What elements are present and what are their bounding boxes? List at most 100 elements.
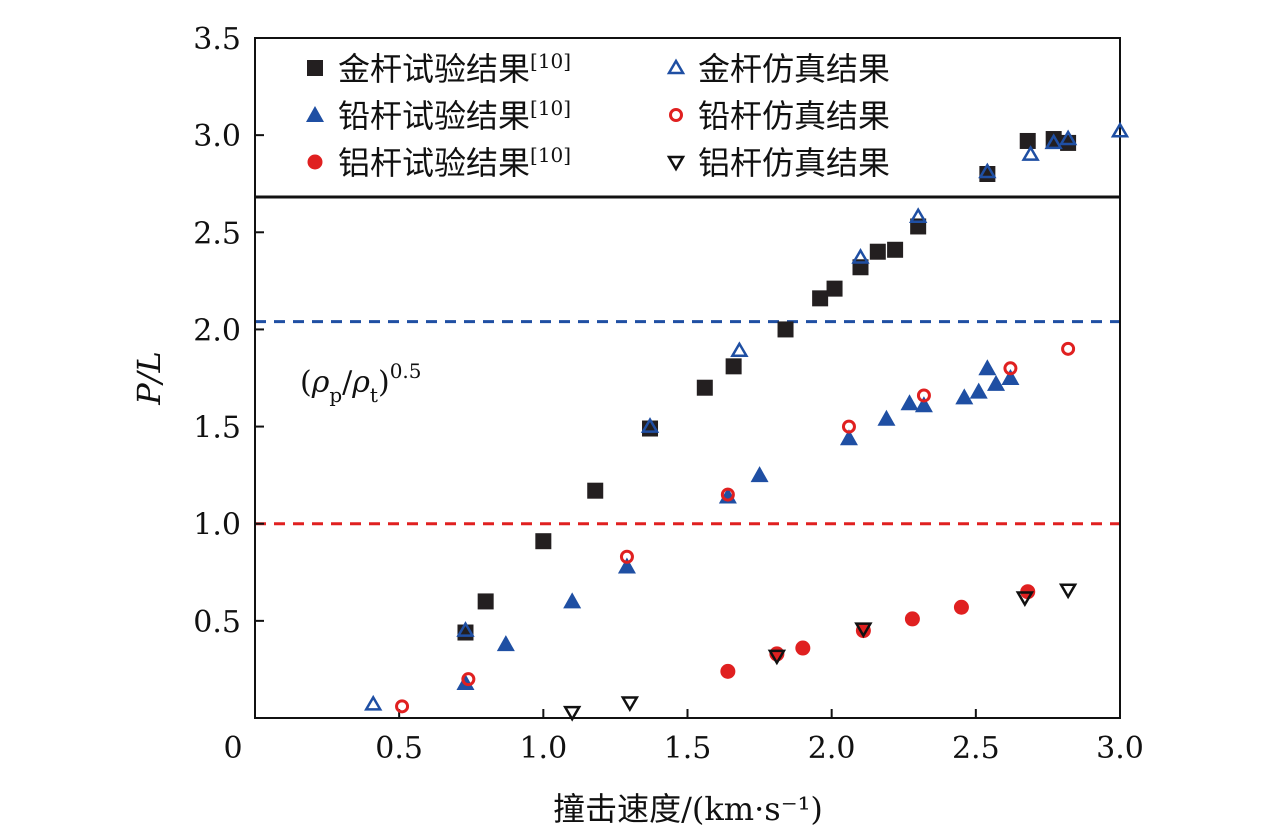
x-tick-label: 3.0: [1096, 731, 1144, 766]
legend-item-4: 铅杆仿真结果: [669, 97, 890, 135]
x-tick-label: 2.5: [952, 731, 1000, 766]
data-point: [562, 705, 582, 722]
y-tick-label: 0.5: [193, 605, 241, 640]
data-point: [720, 487, 735, 502]
legend-label: 铅杆仿真结果: [698, 97, 890, 135]
y-tick-label: 2.5: [193, 216, 241, 251]
x-tick-label: 1.5: [664, 731, 712, 766]
y-tick-label: 3.0: [193, 119, 241, 154]
y-tick-label: 1.5: [193, 411, 241, 446]
y-tick-label: 1.0: [193, 508, 241, 543]
data-point: [696, 379, 713, 396]
legend-item-3: 金杆仿真结果: [666, 50, 890, 88]
data-point: [477, 593, 494, 610]
reference-lines: [255, 320, 1120, 526]
annotation-density-ratio: (ρp/ρt)0.5: [300, 359, 422, 407]
data-point: [914, 396, 933, 413]
data-point: [987, 374, 1006, 391]
data-point: [456, 621, 475, 637]
legend: 金杆试验结果[10] 铅杆试验结果[10] 铝杆试验结果[10] 金杆仿真结果铅杆仿真…: [306, 49, 890, 182]
legend-label: 铅杆试验结果[10]: [338, 96, 571, 135]
data-point: [395, 699, 410, 714]
series-0: [457, 131, 1077, 641]
data-point: [587, 482, 604, 499]
data-point: [364, 694, 383, 711]
data-point: [1058, 129, 1078, 146]
data-point: [904, 611, 920, 627]
series-2: [720, 584, 1036, 679]
data-point: [1110, 121, 1130, 138]
legend-item-2: 铝杆试验结果[10]: [307, 143, 571, 182]
data-point: [955, 388, 974, 405]
data-point: [908, 207, 928, 223]
legend-marker: [669, 108, 683, 122]
data-point: [750, 466, 769, 483]
data-point: [953, 599, 969, 615]
data-point: [619, 549, 634, 564]
series-1: [456, 359, 1020, 691]
data-points: [364, 121, 1130, 722]
y-tick-label: 2.0: [193, 313, 241, 348]
legend-item-0: 金杆试验结果[10]: [307, 49, 571, 88]
data-point: [826, 280, 843, 297]
legend-item-5: 铝杆仿真结果: [666, 144, 890, 182]
data-point: [1015, 591, 1035, 608]
data-point: [767, 649, 787, 666]
legend-label: 金杆试验结果[10]: [338, 49, 571, 88]
data-point: [535, 533, 552, 550]
data-point: [563, 592, 582, 609]
x-tick-label: 0.5: [375, 731, 423, 766]
data-point: [877, 409, 896, 426]
x-tick-label: 0: [223, 731, 242, 766]
axis-ticks: 0 0.5 1.0 1.5 2.0 2.5 3.0 0.5 1.0 1.5 2.0 2.5 3.0 3.5: [193, 22, 1144, 766]
legend-marker: [666, 155, 686, 172]
data-point: [869, 243, 886, 260]
data-point: [720, 663, 736, 679]
data-point: [456, 674, 475, 691]
data-point: [1021, 145, 1040, 161]
y-axis-title: P/L: [130, 351, 168, 406]
legend-marker: [306, 106, 324, 122]
data-point: [841, 419, 856, 434]
legend-item-1: 铅杆试验结果[10]: [306, 96, 571, 135]
legend-marker: [307, 60, 323, 76]
x-tick-label: 1.0: [519, 731, 567, 766]
legend-label: 铝杆试验结果[10]: [338, 143, 571, 182]
data-point: [730, 341, 749, 358]
data-point: [978, 162, 997, 179]
data-point: [725, 358, 742, 375]
data-point: [1019, 132, 1036, 149]
data-point: [496, 635, 515, 652]
data-point: [620, 696, 640, 712]
series-5: [562, 583, 1078, 722]
y-tick-label: 3.5: [193, 22, 241, 57]
legend-marker: [666, 58, 686, 75]
series-3: [364, 121, 1130, 711]
data-point: [1003, 361, 1018, 376]
data-point: [812, 290, 829, 307]
data-point: [1061, 341, 1076, 356]
data-point: [617, 557, 636, 574]
data-point: [461, 672, 476, 687]
data-point: [851, 248, 870, 264]
series-4: [395, 341, 1076, 714]
data-point: [795, 640, 811, 656]
data-point: [1001, 369, 1020, 385]
data-point: [1044, 133, 1063, 150]
data-point: [640, 417, 660, 433]
legend-label: 铝杆仿真结果: [698, 144, 890, 182]
x-axis-title: 撞击速度/(km·s⁻¹): [553, 790, 823, 828]
data-point: [969, 382, 988, 399]
data-point: [900, 394, 919, 411]
data-point: [854, 622, 873, 639]
legend-marker: [307, 154, 323, 170]
data-point: [839, 429, 858, 446]
data-point: [1058, 583, 1078, 600]
data-point: [916, 388, 931, 403]
legend-label: 金杆仿真结果: [698, 50, 890, 88]
data-point: [887, 241, 904, 258]
data-point: [777, 321, 794, 338]
x-tick-label: 2.0: [808, 731, 856, 766]
data-point: [978, 359, 997, 376]
